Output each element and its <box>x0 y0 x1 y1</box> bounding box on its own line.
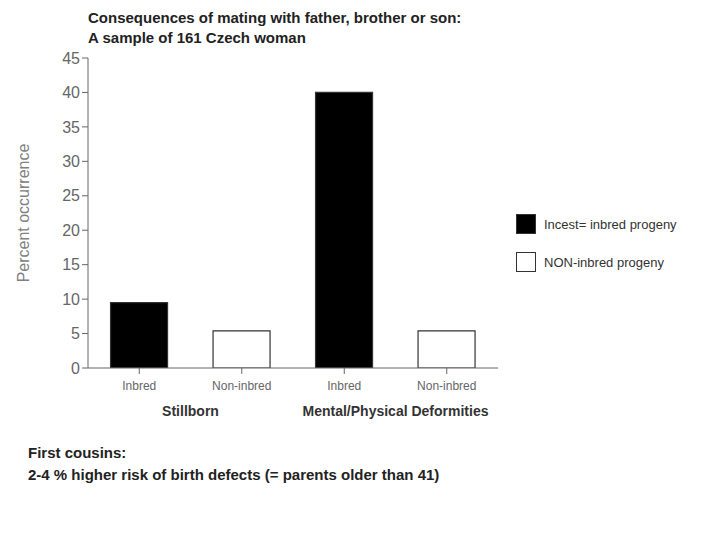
svg-text:20: 20 <box>62 222 80 239</box>
svg-text:5: 5 <box>71 325 80 342</box>
svg-text:15: 15 <box>62 256 80 273</box>
svg-text:Mental/Physical Deformities: Mental/Physical Deformities <box>303 403 489 419</box>
svg-text:35: 35 <box>62 119 80 136</box>
svg-text:Percent occurrence: Percent occurrence <box>15 144 32 283</box>
html-text:Consequences of mating with fa: Consequences of mating with father, brot… <box>88 9 462 26</box>
svg-text:Non-inbred: Non-inbred <box>417 379 476 393</box>
svg-text:25: 25 <box>62 187 80 204</box>
svg-text:Non-inbred: Non-inbred <box>212 379 271 393</box>
html-text:2-4 % higher risk of birth def: 2-4 % higher risk of birth defects (= pa… <box>28 466 440 483</box>
html-text:NON-inbred progeny: NON-inbred progeny <box>544 254 664 270</box>
html-text:First cousins:: First cousins: <box>28 444 127 461</box>
svg-text:45: 45 <box>62 50 80 67</box>
svg-text:10: 10 <box>62 291 80 308</box>
svg-text:Inbred: Inbred <box>327 379 361 393</box>
svg-text:30: 30 <box>62 153 80 170</box>
html-text:A sample of 161 Czech woman: A sample of 161 Czech woman <box>88 29 306 46</box>
svg-text:40: 40 <box>62 84 80 101</box>
html-text:Incest= inbred progeny: Incest= inbred progeny <box>544 216 677 232</box>
svg-text:0: 0 <box>71 360 80 377</box>
svg-text:Stillborn: Stillborn <box>162 403 219 419</box>
svg-text:Inbred: Inbred <box>122 379 156 393</box>
